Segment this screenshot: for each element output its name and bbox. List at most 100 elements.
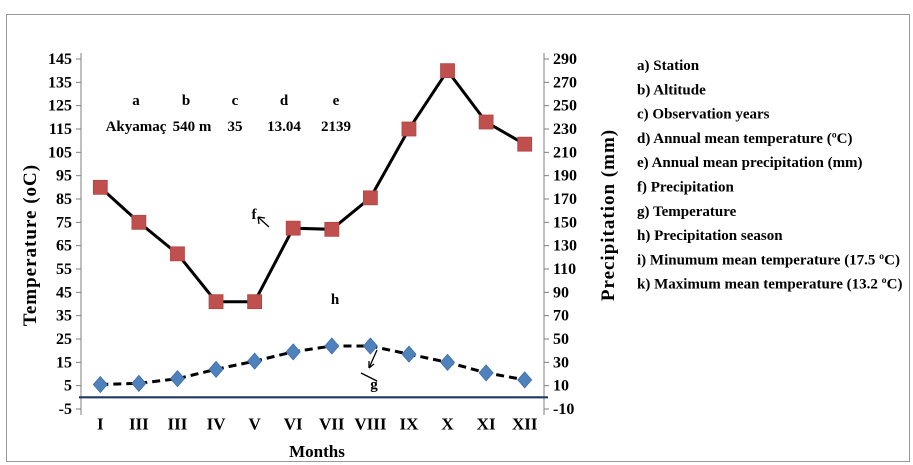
y-left-tick-label: 65	[56, 238, 72, 255]
annotation-g: g	[370, 377, 378, 393]
legend-entry: i) Minumum mean temperature (17.5 ºC)	[637, 252, 900, 268]
x-tick-label: III	[168, 414, 188, 433]
y-left-tick-label: 115	[49, 121, 72, 138]
legend-entry: h) Precipitation season	[637, 228, 783, 244]
series-point-f	[92, 179, 108, 195]
series-point-f	[362, 190, 378, 206]
series-point-f	[247, 294, 263, 310]
series-point-g	[362, 337, 378, 355]
x-tick-label: I	[97, 414, 104, 433]
y-left-tick-label: 45	[56, 284, 72, 301]
series-point-g	[517, 371, 533, 389]
y-left-tick-label: 85	[56, 191, 72, 208]
series-point-g	[324, 337, 340, 355]
y-left-tick-label: 15	[56, 354, 72, 371]
y-left-tick-label: 55	[56, 261, 72, 278]
station-header-d: d	[280, 93, 289, 109]
y-left-tick-label: -5	[59, 401, 72, 418]
legend: a) Station b) Altitude c) Observation year…	[637, 58, 902, 293]
x-tick-label: IX	[400, 414, 420, 433]
series-point-g	[131, 374, 147, 392]
y-left-tick-label: 75	[56, 214, 72, 231]
y-right-tick-label: 230	[553, 121, 577, 138]
chart-frame: -5 5 15 25 35 45 55 65 75 85 95 105 115 125 135 145 -10 1…	[6, 14, 910, 462]
y-right-tick-label: 270	[553, 74, 577, 91]
y-right-tick-label: 110	[553, 261, 576, 278]
station-value-d: 13.04	[267, 119, 301, 135]
station-value-b: 540 m	[173, 119, 212, 135]
y-left-tick-label: 35	[56, 308, 72, 325]
legend-entry: g) Temperature	[637, 204, 737, 220]
series-point-f	[440, 63, 455, 79]
annotation-f: f	[252, 207, 258, 223]
x-axis-label: Months	[289, 442, 345, 461]
legend-entry: d) Annual mean temperature (ºC)	[637, 131, 853, 147]
series-line-g	[100, 344, 525, 386]
y-left-tick-label: 145	[48, 51, 72, 68]
x-tick-label: IV	[207, 414, 227, 433]
legend-entry: e) Annual mean precipitation (mm)	[637, 155, 863, 171]
legend-entry: c) Observation years	[637, 107, 770, 123]
series-point-f	[208, 294, 224, 310]
y-right-tick-label: -10	[553, 401, 574, 418]
y-left-tick-label: 105	[48, 144, 72, 161]
arrow-g-head	[368, 361, 375, 369]
station-value-e: 2139	[321, 119, 351, 135]
series-point-f	[131, 214, 147, 230]
y-right-tick-label: 290	[553, 51, 577, 68]
series-point-f	[285, 220, 301, 236]
series-point-g	[169, 370, 185, 388]
series-point-f	[478, 114, 494, 130]
y-right-tick-label: 190	[553, 168, 577, 185]
series-point-f	[170, 246, 185, 262]
y-left-tick-label: 125	[48, 98, 72, 115]
legend-entry: f) Precipitation	[637, 180, 734, 196]
arrow-g	[368, 349, 378, 369]
y-right-tick-label: 150	[553, 214, 577, 231]
legend-entry: a) Station	[637, 58, 700, 74]
y-left-tick-label: 95	[56, 168, 72, 185]
station-header-e: e	[333, 93, 340, 109]
station-value-a: Akyamaç	[106, 119, 167, 135]
y-right-tick-label: 170	[553, 191, 577, 208]
y-right-tick-label: 70	[553, 308, 569, 325]
y-right-tick-label: 210	[553, 144, 577, 161]
x-tick-label: VII	[319, 414, 345, 433]
y-left-tick-label: 5	[64, 378, 72, 395]
x-tick-label: X	[441, 414, 454, 433]
arrow-g-2	[360, 372, 378, 382]
x-tick-label: XI	[477, 414, 496, 433]
series-point-g	[247, 352, 263, 370]
y-left-tick-label: 135	[48, 74, 72, 91]
series-point-g	[478, 364, 494, 382]
y-axis-right-label: Precipitation (mm)	[598, 129, 619, 301]
y-right-tick-label: 90	[553, 284, 569, 301]
axes-layer: -5 5 15 25 35 45 55 65 75 85 95 105 115 125 135 145 -10 1…	[48, 51, 577, 433]
series-point-g	[285, 343, 301, 361]
arrow-f-head	[257, 216, 266, 225]
y-left-tick-label: 25	[56, 331, 72, 348]
y-right-tick-label: 10	[553, 378, 569, 395]
text-layer: Temperature (oC) Precipitation (mm) Mont…	[20, 93, 619, 461]
x-tick-label: XII	[512, 414, 538, 433]
series-point-g	[401, 345, 417, 363]
series-point-g	[440, 353, 456, 371]
y-right-tick-label: 250	[553, 98, 577, 115]
series-point-g	[208, 360, 224, 378]
station-value-c: 35	[228, 119, 243, 135]
series-layer	[92, 63, 533, 394]
series-point-f	[401, 121, 417, 137]
x-tick-label: VI	[284, 414, 303, 433]
y-axis-left-label: Temperature (oC)	[20, 164, 41, 326]
series-line-f	[99, 68, 526, 304]
y-right-tick-label: 30	[553, 354, 569, 371]
annotation-h: h	[331, 292, 340, 308]
y-right-tick-label: 50	[553, 331, 569, 348]
station-header-c: c	[232, 93, 239, 109]
x-tick-label: V	[248, 414, 261, 433]
climate-chart: -5 5 15 25 35 45 55 65 75 85 95 105 115 125 135 145 -10 1…	[20, 51, 902, 461]
legend-entry: b) Altitude	[637, 82, 706, 98]
station-header-b: b	[182, 93, 190, 109]
x-tick-label: III	[129, 414, 149, 433]
series-point-f	[324, 221, 340, 237]
